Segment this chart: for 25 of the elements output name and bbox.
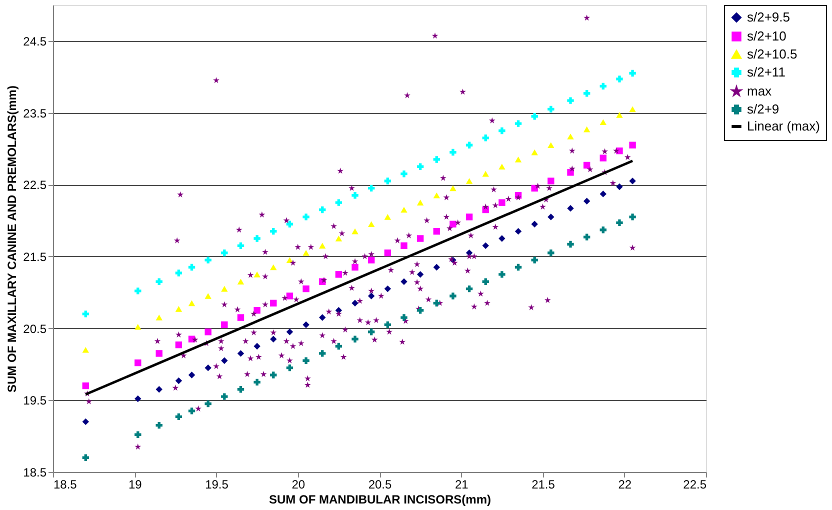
y-tick-label: 18.5 <box>23 466 47 480</box>
legend-label: s/2+11 <box>747 64 786 80</box>
legend-label: s/2+9.5 <box>747 10 790 24</box>
y-axis-title: SUM OF MAXILLARY CANINE AND PREMOLARS(mm) <box>5 86 20 392</box>
x-tick-label: 18.5 <box>54 478 78 492</box>
y-tick-label: 21.5 <box>23 250 47 264</box>
x-tick-label: 19.5 <box>205 478 229 492</box>
y-tick-label: 23.5 <box>23 106 47 120</box>
legend-label: Linear (max) <box>747 118 820 134</box>
y-tick-label: 22.5 <box>23 178 47 192</box>
x-tick-label: 20.5 <box>368 478 392 492</box>
x-axis-title: SUM OF MANDIBULAR INCISORS(mm) <box>269 492 491 506</box>
y-tick-label: 24.5 <box>23 34 47 48</box>
x-tick-label: 21.5 <box>532 478 556 492</box>
x-tick-label: 22.5 <box>683 478 707 492</box>
x-tick-label: 20 <box>292 478 306 492</box>
x-tick-label: 21 <box>454 478 469 492</box>
legend-label: s/2+10 <box>747 28 786 44</box>
x-tick-label: 19 <box>128 478 142 492</box>
legend-label: s/2+10.5 <box>747 46 798 62</box>
legend-label: s/2+9 <box>747 102 780 116</box>
x-tick-label: 22 <box>618 478 632 492</box>
y-tick-label: 19.5 <box>23 394 47 408</box>
legend-label: max <box>747 84 772 98</box>
y-tick-label: 20.5 <box>23 322 47 336</box>
